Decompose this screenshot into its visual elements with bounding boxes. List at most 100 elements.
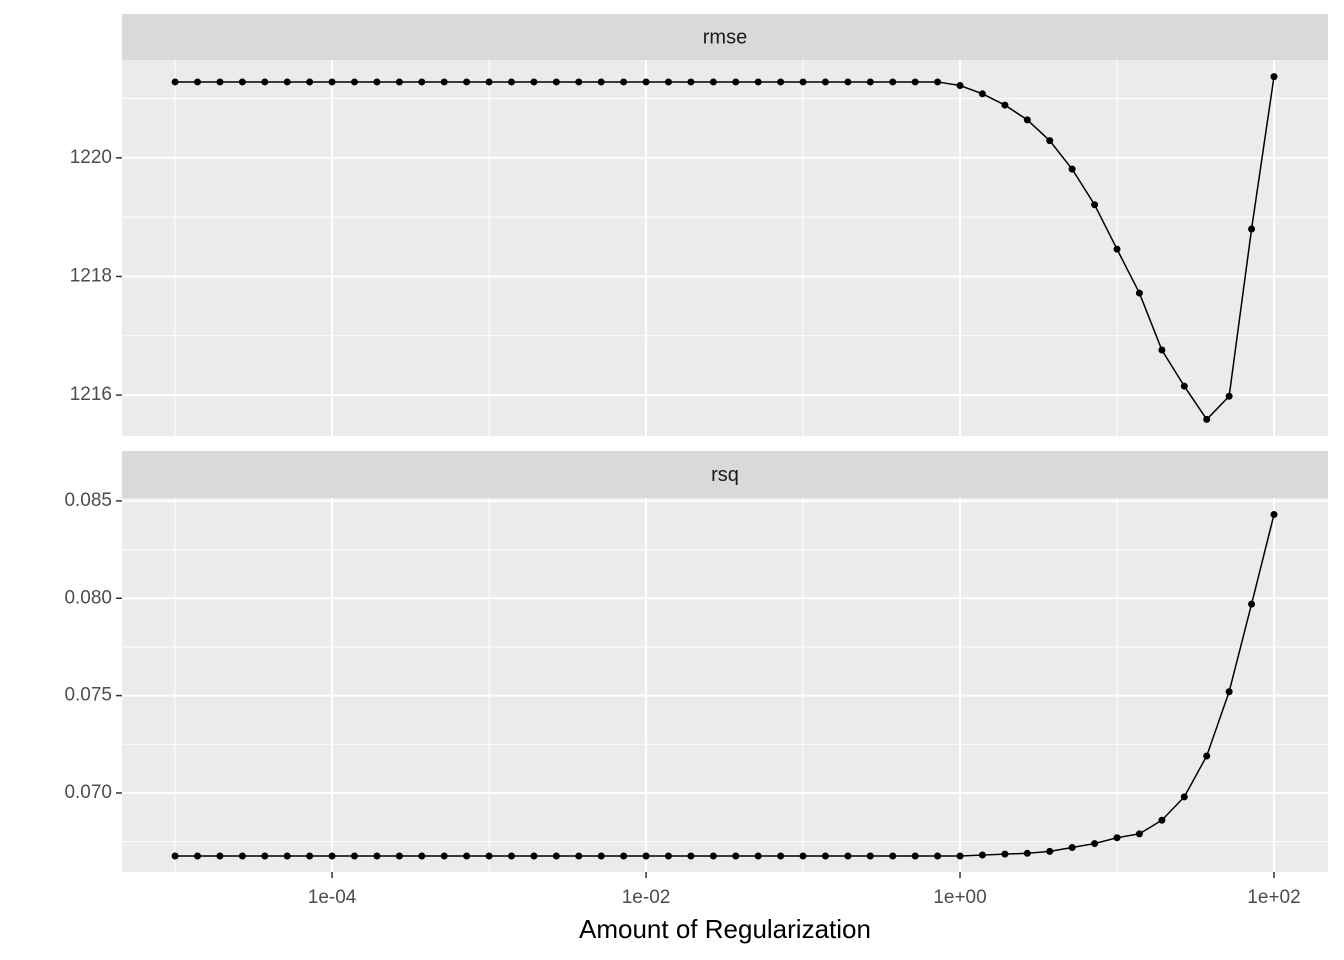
x-tick-label: 1e-04 [308,887,357,908]
point [328,852,336,860]
point [732,78,740,86]
point [463,78,471,86]
point [507,852,515,860]
point [238,78,246,86]
point [373,852,381,860]
point [216,78,224,86]
y-tick-label: 1218 [70,265,112,286]
point [283,852,291,860]
point [328,78,336,86]
point [171,78,179,86]
y-tick-label: 0.070 [64,782,112,803]
point [620,852,628,860]
point [193,78,201,86]
point [1158,816,1166,824]
point [956,852,964,860]
point [1180,793,1188,801]
point [1113,245,1121,253]
point [1158,346,1166,354]
point [350,78,358,86]
point [1270,73,1278,81]
point [889,852,897,860]
point [1023,849,1031,857]
point [193,852,201,860]
point [889,78,897,86]
point [866,852,874,860]
x-tick-label: 1e+02 [1247,887,1300,908]
strip [122,14,1328,60]
point [1203,415,1211,423]
point [395,852,403,860]
point [687,78,695,86]
point [844,852,852,860]
point [1203,752,1211,760]
point [463,852,471,860]
line [175,76,1275,421]
point [732,852,740,860]
point [238,852,246,860]
point [1225,688,1233,696]
point [373,78,381,86]
point [575,78,583,86]
point [754,78,762,86]
point [821,852,829,860]
panel [122,498,1328,872]
panel-title: rmse [703,26,747,48]
point [1068,165,1076,173]
strip [122,451,1328,498]
point [1091,840,1099,848]
x-tick-label: 1e-02 [622,887,671,908]
point [306,852,314,860]
point [934,852,942,860]
point [978,851,986,859]
point [911,78,919,86]
point [911,852,919,860]
point [507,78,515,86]
point [799,852,807,860]
point [1270,511,1278,519]
point [530,78,538,86]
y-tick-label: 0.085 [64,490,112,511]
y-tick-label: 0.075 [64,685,112,706]
point [709,852,717,860]
point [866,78,874,86]
point [440,78,448,86]
point [934,78,942,86]
point [777,78,785,86]
panel [122,60,1328,436]
point [1023,116,1031,124]
panel-title: rsq [711,464,739,486]
point [418,852,426,860]
point [844,78,852,86]
point [575,852,583,860]
point [664,852,672,860]
point [956,82,964,90]
point [485,852,493,860]
point [1248,600,1256,608]
point [597,852,605,860]
point [754,852,762,860]
y-tick-label: 1216 [70,384,112,405]
x-tick-label: 1e+00 [933,887,986,908]
point [620,78,628,86]
point [306,78,314,86]
point [664,78,672,86]
point [171,852,179,860]
point [978,90,986,98]
point [395,78,403,86]
point [1046,847,1054,855]
point [799,78,807,86]
y-tick-label: 0.080 [64,587,112,608]
point [821,78,829,86]
point [1001,850,1009,858]
point [350,852,358,860]
point [1225,392,1233,400]
point [642,852,650,860]
x-axis-label: Amount of Regularization [579,914,871,944]
point [216,852,224,860]
point [530,852,538,860]
point [261,852,269,860]
point [485,78,493,86]
point [1113,834,1121,842]
